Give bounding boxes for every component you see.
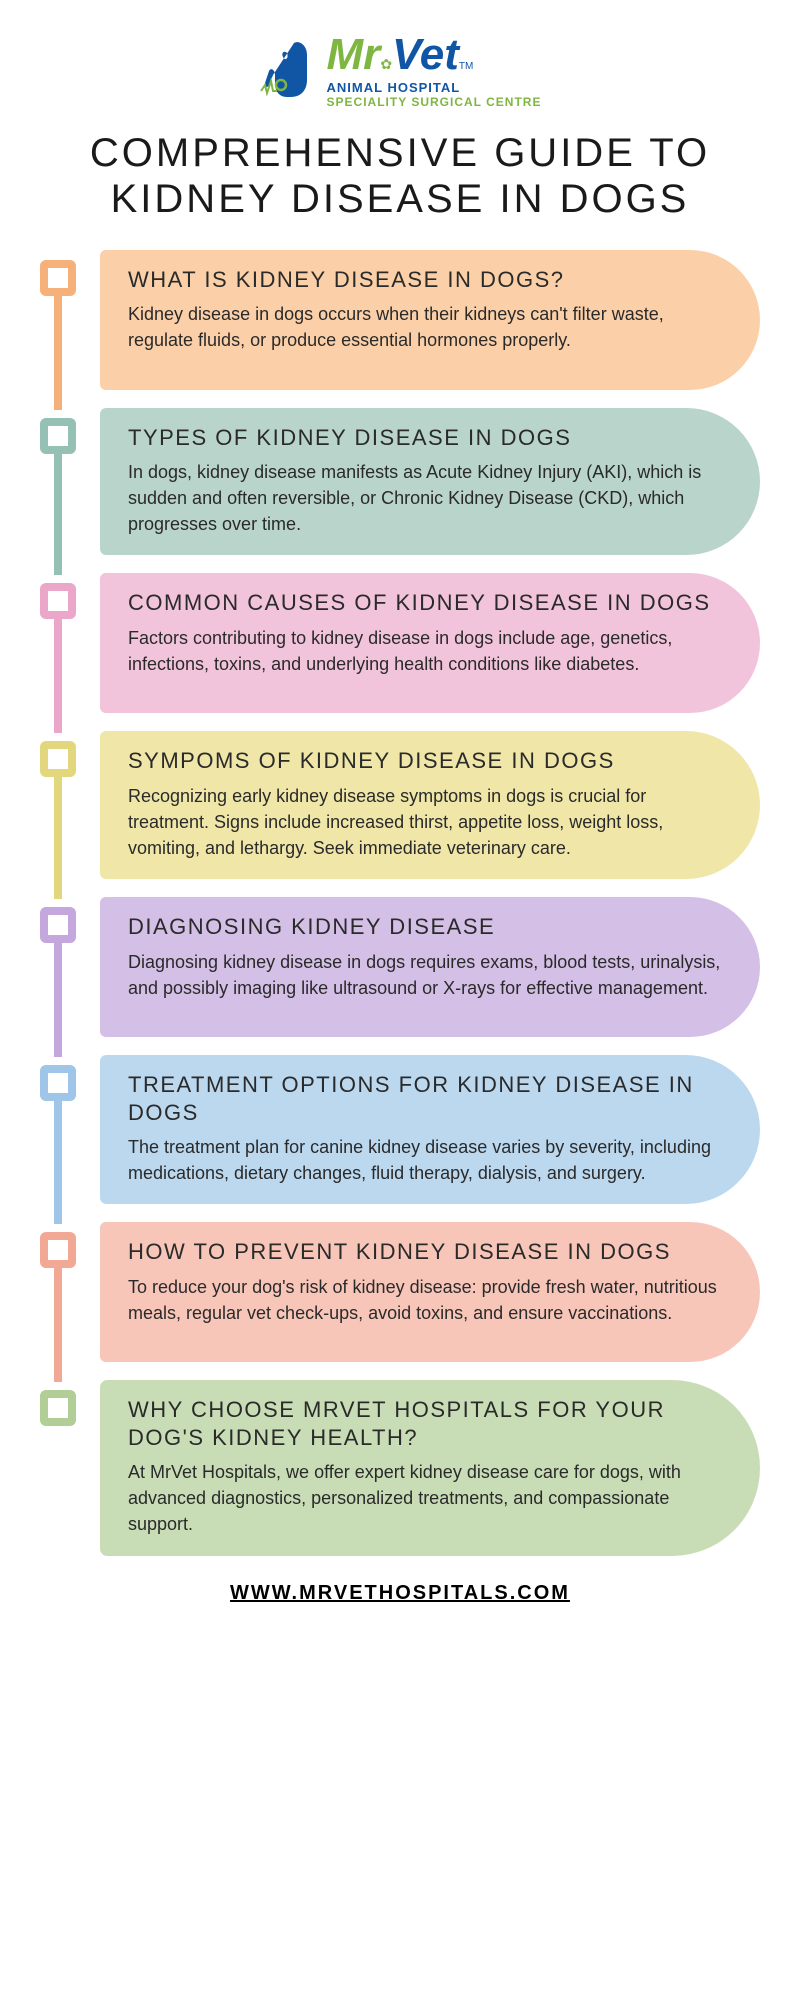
card-body: In dogs, kidney disease manifests as Acu…: [128, 459, 732, 537]
info-card: TYPES OF KIDNEY DISEASE IN DOGS In dogs,…: [100, 408, 760, 556]
card-body: Factors contributing to kidney disease i…: [128, 625, 732, 677]
card-heading: TREATMENT OPTIONS FOR KIDNEY DISEASE IN …: [128, 1071, 732, 1126]
timeline-connector: [54, 777, 62, 899]
card-heading: HOW TO PREVENT KIDNEY DISEASE IN DOGS: [128, 1238, 732, 1266]
card-heading: COMMON CAUSES OF KIDNEY DISEASE IN DOGS: [128, 589, 732, 617]
info-card: DIAGNOSING KIDNEY DISEASE Diagnosing kid…: [100, 897, 760, 1037]
timeline-section: DIAGNOSING KIDNEY DISEASE Diagnosing kid…: [100, 897, 760, 1037]
timeline-connector: [54, 296, 62, 410]
info-card: WHY CHOOSE MRVET HOSPITALS FOR YOUR DOG'…: [100, 1380, 760, 1555]
info-card: SYMPOMS OF KIDNEY DISEASE IN DOGS Recogn…: [100, 731, 760, 879]
timeline-marker-icon: [40, 260, 76, 296]
timeline-section: SYMPOMS OF KIDNEY DISEASE IN DOGS Recogn…: [100, 731, 760, 879]
timeline-connector: [54, 619, 62, 733]
dog-logo-icon: [259, 35, 319, 105]
timeline-marker-icon: [40, 583, 76, 619]
timeline-connector: [54, 1268, 62, 1382]
timeline-connector: [54, 454, 62, 576]
info-card: COMMON CAUSES OF KIDNEY DISEASE IN DOGS …: [100, 573, 760, 713]
timeline-marker-icon: [40, 418, 76, 454]
timeline-connector: [54, 1101, 62, 1224]
page-title: COMPREHENSIVE GUIDE TO KIDNEY DISEASE IN…: [40, 130, 760, 222]
card-body: To reduce your dog's risk of kidney dise…: [128, 1274, 732, 1326]
timeline-marker-icon: [40, 1390, 76, 1426]
card-body: Kidney disease in dogs occurs when their…: [128, 301, 732, 353]
card-body: The treatment plan for canine kidney dis…: [128, 1134, 732, 1186]
card-body: Recognizing early kidney disease symptom…: [128, 783, 732, 861]
card-body: Diagnosing kidney disease in dogs requir…: [128, 949, 732, 1001]
logo-subtitle-2: SPECIALITY SURGICAL CENTRE: [327, 95, 542, 109]
timeline-connector: [54, 943, 62, 1057]
logo-tm: TM: [459, 61, 473, 72]
logo: Mr ✿ Vet TM ANIMAL HOSPITAL SPECIALITY S…: [40, 30, 760, 110]
timeline-marker-icon: [40, 907, 76, 943]
timeline-section: TREATMENT OPTIONS FOR KIDNEY DISEASE IN …: [100, 1055, 760, 1204]
logo-vet: Vet: [392, 30, 459, 80]
info-card: WHAT IS KIDNEY DISEASE IN DOGS? Kidney d…: [100, 250, 760, 390]
card-heading: WHY CHOOSE MRVET HOSPITALS FOR YOUR DOG'…: [128, 1396, 732, 1451]
timeline-marker-icon: [40, 741, 76, 777]
timeline-section: HOW TO PREVENT KIDNEY DISEASE IN DOGS To…: [100, 1222, 760, 1362]
footer-url[interactable]: WWW.MRVETHOSPITALS.COM: [40, 1582, 760, 1605]
timeline-section: TYPES OF KIDNEY DISEASE IN DOGS In dogs,…: [100, 408, 760, 556]
timeline-section: WHY CHOOSE MRVET HOSPITALS FOR YOUR DOG'…: [100, 1380, 760, 1555]
timeline-section: WHAT IS KIDNEY DISEASE IN DOGS? Kidney d…: [100, 250, 760, 390]
timeline: WHAT IS KIDNEY DISEASE IN DOGS? Kidney d…: [40, 250, 760, 1556]
card-heading: SYMPOMS OF KIDNEY DISEASE IN DOGS: [128, 747, 732, 775]
logo-subtitle-1: ANIMAL HOSPITAL: [327, 80, 542, 95]
info-card: TREATMENT OPTIONS FOR KIDNEY DISEASE IN …: [100, 1055, 760, 1204]
logo-mr: Mr: [327, 30, 381, 80]
timeline-marker-icon: [40, 1065, 76, 1101]
timeline-section: COMMON CAUSES OF KIDNEY DISEASE IN DOGS …: [100, 573, 760, 713]
card-heading: WHAT IS KIDNEY DISEASE IN DOGS?: [128, 266, 732, 294]
card-heading: DIAGNOSING KIDNEY DISEASE: [128, 913, 732, 941]
card-body: At MrVet Hospitals, we offer expert kidn…: [128, 1459, 732, 1537]
card-heading: TYPES OF KIDNEY DISEASE IN DOGS: [128, 424, 732, 452]
timeline-marker-icon: [40, 1232, 76, 1268]
info-card: HOW TO PREVENT KIDNEY DISEASE IN DOGS To…: [100, 1222, 760, 1362]
